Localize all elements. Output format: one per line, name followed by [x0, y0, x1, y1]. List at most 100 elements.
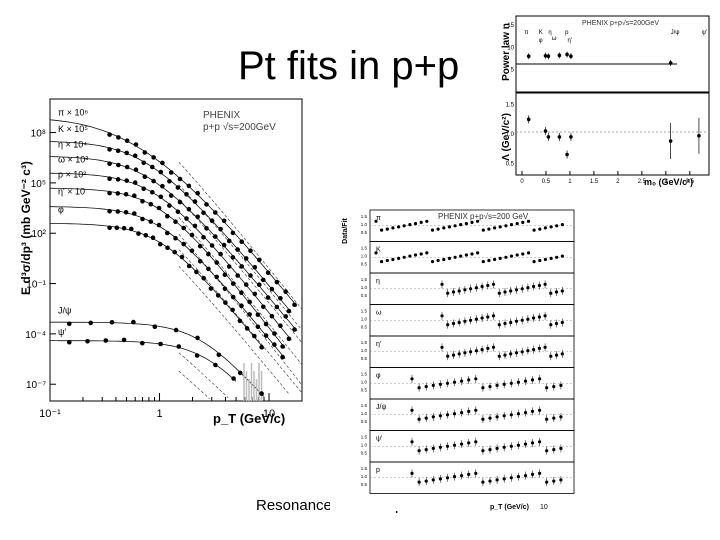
data-point: [150, 235, 156, 240]
data-point: [552, 416, 556, 420]
data-point: [244, 326, 250, 331]
series-label: π × 10⁶: [58, 107, 88, 117]
data-point: [140, 216, 145, 222]
data-point: [222, 286, 228, 291]
data-point: [132, 211, 137, 216]
data-point: [509, 223, 514, 227]
data-point: [530, 378, 535, 382]
data-point: [431, 478, 435, 482]
y-tick-label: 15: [507, 23, 514, 29]
data-point: [543, 314, 547, 318]
data-point: [453, 224, 457, 228]
data-point: [526, 286, 530, 290]
data-point: [502, 414, 506, 418]
data-point: [132, 193, 137, 198]
data-point: [417, 386, 421, 390]
data-point: [488, 385, 492, 389]
data-point: [521, 220, 525, 224]
data-point: [526, 317, 530, 321]
data-point: [493, 257, 497, 262]
data-point: [410, 408, 414, 412]
data-point: [257, 257, 262, 263]
data-point: [554, 353, 559, 357]
data-point: [516, 475, 520, 479]
data-point: [436, 227, 440, 231]
data-point: [230, 294, 236, 300]
data-point: [521, 252, 525, 256]
data-point: [269, 313, 275, 319]
data-point: [469, 350, 473, 354]
data-point: [248, 248, 253, 253]
particle-label: p: [565, 30, 569, 36]
data-point: [391, 226, 395, 230]
data-point: [168, 170, 174, 175]
fit-curve: [50, 321, 265, 397]
data-point: [549, 291, 553, 295]
data-point: [491, 282, 496, 286]
data-point: [460, 379, 464, 383]
data-point: [459, 254, 463, 258]
data-point: [206, 266, 211, 272]
data-point: [292, 302, 297, 308]
data-point: [140, 340, 145, 346]
data-point: [474, 377, 478, 381]
series-label: η × 10⁴: [58, 139, 87, 149]
data-point: [184, 192, 189, 197]
data-point: [451, 353, 456, 357]
data-point: [216, 352, 222, 358]
data-point: [151, 155, 156, 160]
data-point: [385, 258, 389, 263]
data-point: [545, 449, 549, 453]
data-point: [491, 345, 496, 349]
data-point: [167, 203, 172, 208]
y-tick-label: 0.5: [361, 419, 368, 424]
y-tick-label: 0.5: [361, 325, 368, 330]
data-point: [509, 289, 513, 293]
data-point: [481, 228, 485, 232]
data-point: [168, 193, 174, 198]
data-point: [467, 378, 471, 382]
data-point: [132, 153, 138, 158]
data-point: [502, 477, 506, 481]
data-point: [549, 256, 553, 260]
data-point: [503, 321, 507, 326]
y-tick-label: 1.0: [361, 474, 368, 479]
data-point: [160, 160, 165, 166]
data-point: [192, 223, 198, 229]
panel-label: φ: [376, 373, 381, 380]
power-law-asymptote: [178, 161, 303, 310]
data-point: [286, 308, 292, 314]
data-point: [115, 148, 121, 154]
axis-label-y: Data/Fit: [342, 217, 349, 243]
data-point: [143, 233, 149, 238]
power-law-asymptote: [178, 184, 303, 331]
x-tick-label: 1: [156, 408, 162, 420]
fit-curve: [49, 119, 298, 307]
data-point: [451, 321, 456, 326]
data-point: [560, 352, 564, 356]
data-point: [195, 335, 200, 341]
data-point: [419, 252, 423, 256]
data-point: [213, 234, 218, 239]
data-point: [230, 281, 236, 286]
legend-text: PHENIX p+p√s=200GeV: [582, 19, 659, 27]
data-point: [467, 441, 471, 445]
data-point: [445, 413, 450, 417]
panel-label: p: [376, 467, 380, 474]
data-point: [107, 225, 112, 231]
data-point: [446, 323, 450, 327]
series-label: ψ': [58, 327, 66, 337]
data-point: [560, 320, 564, 325]
data-point: [457, 289, 461, 293]
data-point: [380, 260, 384, 264]
data-point: [537, 315, 541, 319]
data-point: [223, 300, 228, 305]
data-point: [397, 256, 401, 260]
data-point: [555, 255, 559, 259]
data-point: [129, 226, 134, 232]
panel-label: ψ': [376, 436, 382, 443]
data-point: [523, 474, 528, 478]
data-point: [107, 147, 112, 152]
data-point: [509, 320, 513, 325]
data-point: [538, 471, 542, 475]
